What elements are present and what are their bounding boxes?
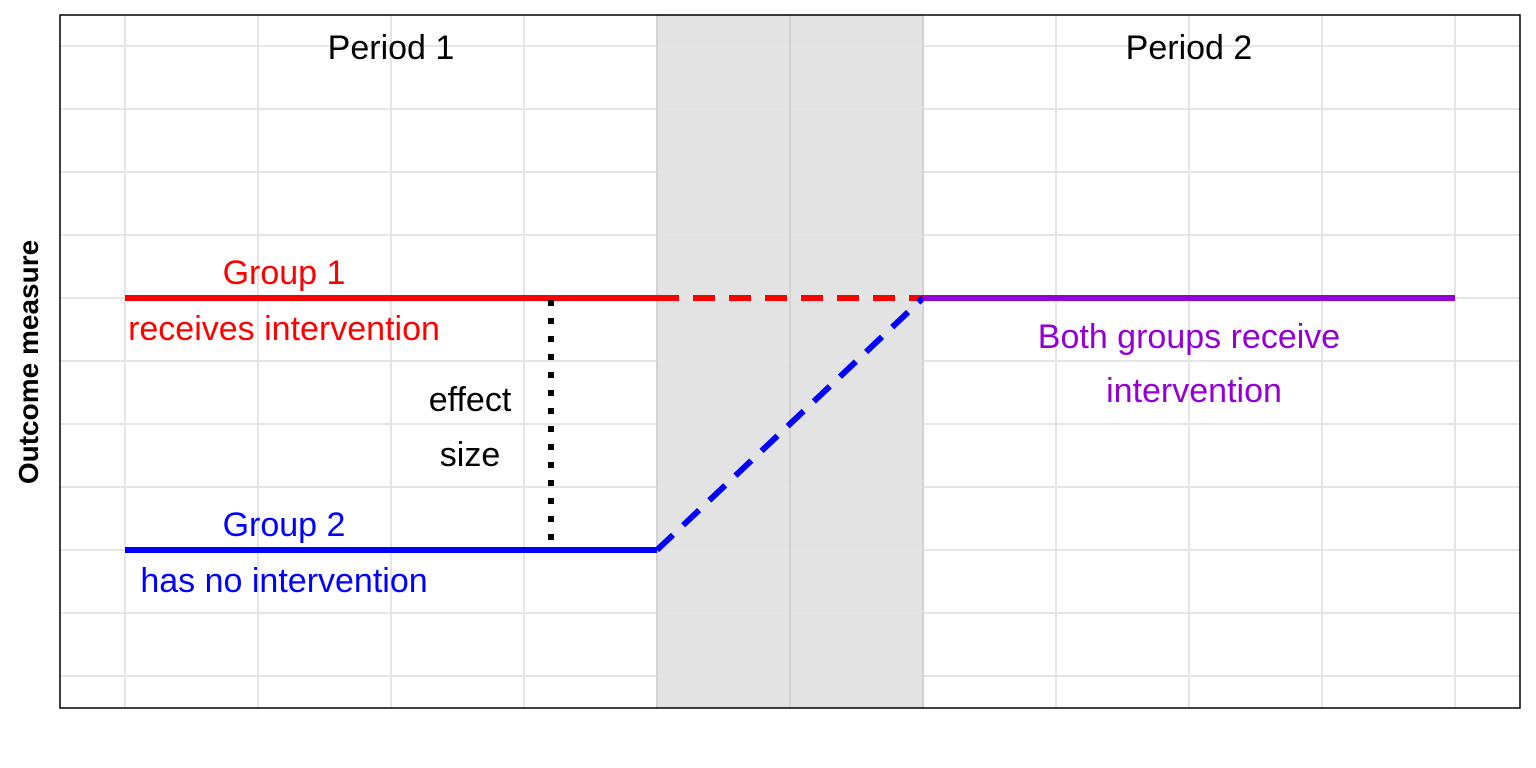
group2-name: Group 2 [223,506,346,544]
effect-size-label-line2: size [440,436,500,474]
period1-label: Period 1 [328,29,455,67]
group1-description: receives intervention [128,310,440,348]
group2-description: has no intervention [140,562,427,600]
effect-size-label-line1: effect [429,381,512,419]
period2-label: Period 2 [1126,29,1253,67]
combined-label-line2: intervention [1106,372,1282,410]
washout-band-grid [656,15,924,708]
group1-name: Group 1 [223,254,346,292]
plot-frame [59,14,1521,709]
combined-label-line1: Both groups receive [1038,318,1340,356]
y-axis-label: Outcome measure [13,240,44,484]
group2-dashed-rise [654,295,926,553]
